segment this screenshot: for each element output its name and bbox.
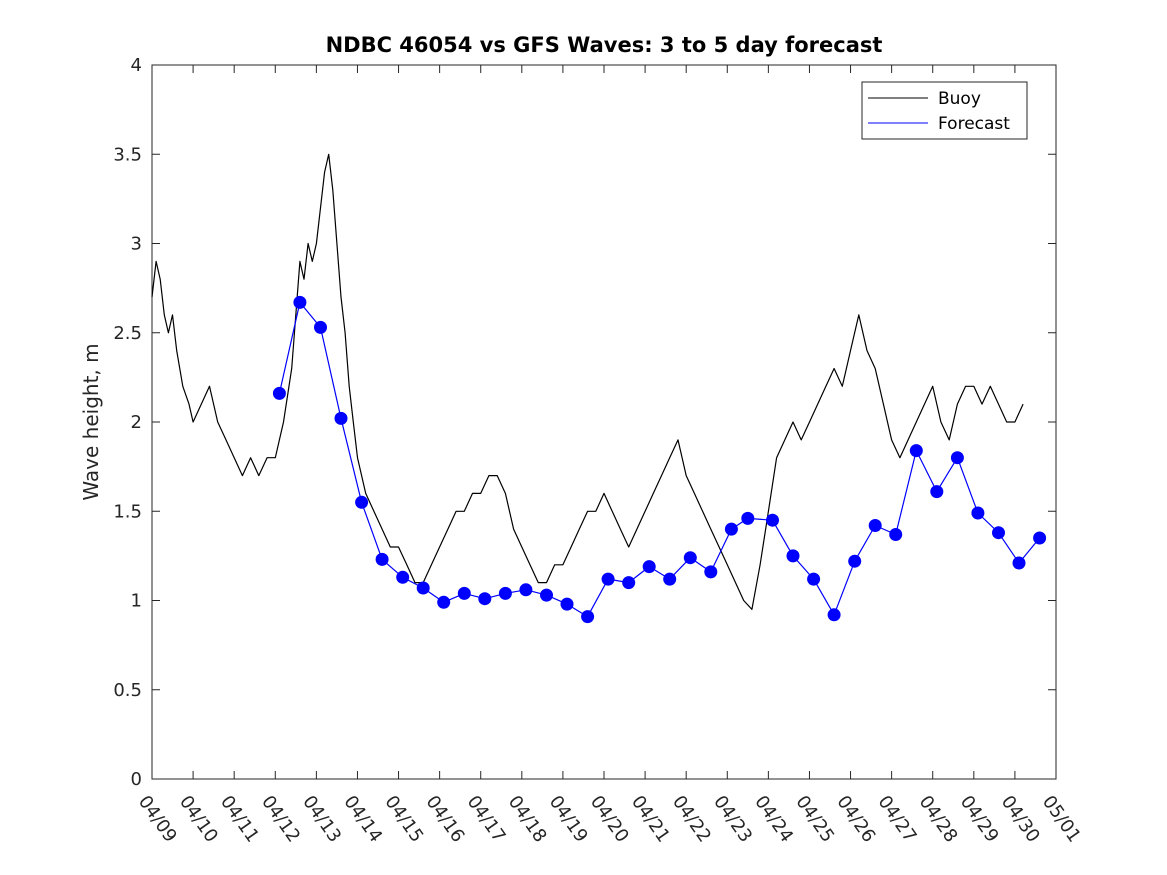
forecast-point xyxy=(498,586,512,600)
legend: Buoy Forecast xyxy=(861,81,1028,140)
forecast-point xyxy=(272,386,286,400)
forecast-point xyxy=(396,570,410,584)
legend-box xyxy=(861,81,1028,140)
forecast-point xyxy=(293,295,307,309)
y-tick-label: 2 xyxy=(131,412,142,433)
y-tick-label: 3.5 xyxy=(113,144,142,165)
forecast-point xyxy=(786,549,800,563)
forecast-point xyxy=(807,572,821,586)
forecast-point xyxy=(375,552,389,566)
forecast-point xyxy=(663,572,677,586)
y-tick-label: 0 xyxy=(131,769,142,790)
forecast-point xyxy=(519,583,533,597)
forecast-point xyxy=(889,528,903,541)
forecast-point xyxy=(741,511,755,525)
forecast-point xyxy=(437,595,451,609)
forecast-point xyxy=(704,565,718,579)
buoy-line xyxy=(151,153,1024,611)
y-tick-label: 1 xyxy=(131,591,142,612)
forecast-point xyxy=(1012,556,1026,570)
forecast-point xyxy=(622,576,636,590)
forecast-point xyxy=(868,519,882,532)
forecast-point xyxy=(642,560,656,574)
legend-label-buoy: Buoy xyxy=(938,89,981,109)
y-tick-label: 2.5 xyxy=(113,323,142,344)
forecast-point xyxy=(560,597,574,611)
forecast-point xyxy=(355,495,369,509)
forecast-point xyxy=(992,526,1005,540)
forecast-point xyxy=(478,592,492,606)
plot-area xyxy=(151,64,1057,780)
chart-title: NDBC 46054 vs GFS Waves: 3 to 5 day fore… xyxy=(326,33,883,57)
y-axis: 0 0.5 1 1.5 2 2.5 3 3.5 4 xyxy=(113,55,1056,790)
forecast-point xyxy=(724,522,738,536)
forecast-point xyxy=(416,581,430,595)
forecast-point xyxy=(930,485,944,499)
series-layer xyxy=(151,153,1047,624)
forecast-point xyxy=(334,411,348,425)
forecast-point xyxy=(766,513,779,527)
forecast-point xyxy=(950,451,964,465)
forecast-point xyxy=(827,608,841,622)
forecast-point xyxy=(683,551,697,565)
y-tick-label: 4 xyxy=(131,55,142,76)
forecast-point xyxy=(581,610,595,624)
legend-label-forecast: Forecast xyxy=(938,114,1010,134)
forecast-point xyxy=(601,572,615,586)
y-tick-label: 3 xyxy=(131,234,142,255)
forecast-point xyxy=(1033,531,1047,545)
forecast-point xyxy=(971,506,985,520)
forecast-point xyxy=(848,554,862,568)
forecast-point xyxy=(457,586,471,600)
y-tick-label: 0.5 xyxy=(113,680,142,701)
forecast-point xyxy=(909,444,923,458)
forecast-point xyxy=(314,320,327,334)
y-tick-label: 1.5 xyxy=(113,501,142,522)
y-axis-label: Wave height, m xyxy=(79,343,103,500)
forecast-point xyxy=(540,588,553,602)
